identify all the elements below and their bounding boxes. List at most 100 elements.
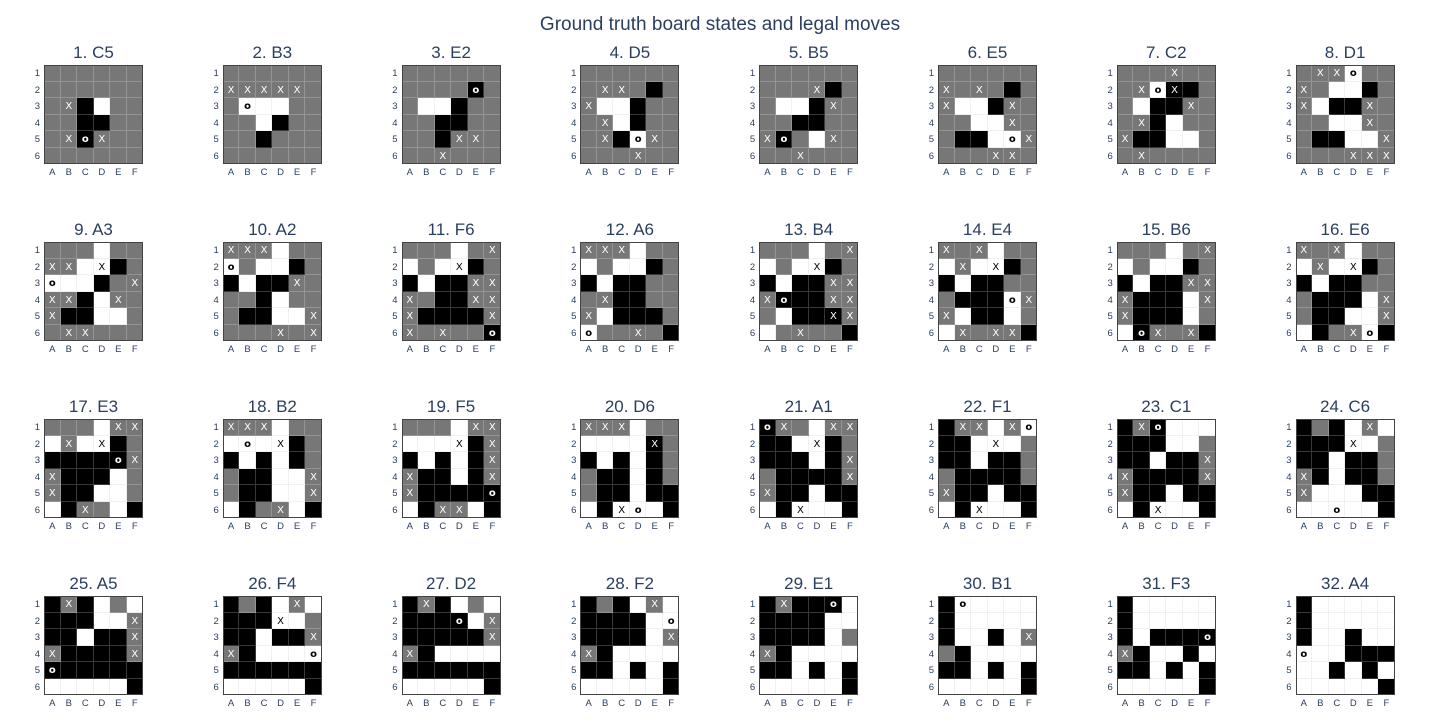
legal-move-mark: X bbox=[618, 422, 626, 433]
board-cell bbox=[1149, 629, 1167, 646]
column-label: A bbox=[406, 167, 414, 178]
row-label: 2 bbox=[571, 261, 577, 273]
column-label: C bbox=[618, 521, 626, 532]
board-cell bbox=[1004, 131, 1021, 148]
legal-move-mark: X bbox=[1154, 327, 1162, 339]
board-cell bbox=[759, 612, 776, 629]
board-cell bbox=[288, 258, 306, 275]
board-cell bbox=[808, 452, 826, 469]
board-frame bbox=[44, 419, 143, 518]
legal-move-mark: X bbox=[1204, 278, 1211, 289]
row-label: 3 bbox=[571, 278, 577, 289]
board-cell bbox=[1182, 419, 1200, 436]
row-label: 4 bbox=[392, 294, 398, 306]
board-cell bbox=[971, 308, 988, 325]
legal-move-mark: X bbox=[310, 471, 317, 483]
board-cell bbox=[272, 645, 289, 662]
row-label: 2 bbox=[34, 615, 40, 627]
board-cell bbox=[451, 662, 468, 679]
board-cell bbox=[255, 452, 273, 469]
board-cell bbox=[938, 65, 955, 82]
board-cell bbox=[1149, 468, 1167, 485]
board-cell bbox=[1149, 98, 1167, 115]
board-cell bbox=[1361, 242, 1379, 259]
board-cell bbox=[1312, 419, 1329, 436]
board-cell bbox=[938, 98, 955, 115]
board-cell bbox=[808, 662, 826, 679]
board-cell bbox=[580, 131, 597, 148]
board-cell bbox=[971, 65, 988, 82]
board-frame bbox=[1116, 596, 1216, 695]
column-label: F bbox=[1204, 698, 1211, 709]
board-cell bbox=[954, 419, 971, 436]
board-cell bbox=[646, 596, 663, 613]
legal-move-mark: X bbox=[227, 245, 235, 256]
legal-move-mark: X bbox=[310, 632, 317, 643]
board-cell bbox=[222, 645, 240, 662]
board-cell bbox=[1149, 308, 1167, 325]
board-cell bbox=[288, 612, 306, 629]
board-cell bbox=[255, 65, 273, 82]
last-move-mark: o bbox=[1154, 84, 1162, 96]
last-move-mark: o bbox=[585, 327, 593, 339]
board-cell bbox=[222, 291, 240, 308]
board-cell bbox=[613, 596, 630, 613]
board-cell bbox=[451, 308, 468, 325]
board-cell bbox=[255, 662, 273, 679]
board-cell bbox=[792, 485, 809, 502]
board-cell bbox=[288, 65, 306, 82]
board-cell bbox=[1166, 65, 1183, 82]
board-cell bbox=[44, 98, 61, 115]
column-label: A bbox=[585, 521, 592, 532]
legal-move-mark: X bbox=[310, 488, 317, 499]
board-cell bbox=[971, 114, 988, 131]
board-cell bbox=[239, 291, 256, 308]
board-cell bbox=[775, 485, 793, 502]
board-cell bbox=[646, 65, 663, 82]
column-label: E bbox=[1187, 167, 1195, 178]
board-cell bbox=[1345, 98, 1362, 115]
board-cell bbox=[938, 629, 955, 646]
board-title: 25. A5 bbox=[69, 574, 118, 593]
board-cell bbox=[954, 65, 971, 82]
board-cell bbox=[580, 258, 597, 275]
board-cell bbox=[93, 612, 110, 629]
board-cell bbox=[1166, 308, 1183, 325]
board-cell bbox=[401, 645, 419, 662]
column-label: A bbox=[585, 698, 592, 709]
column-label: C bbox=[618, 698, 626, 709]
column-label: C bbox=[618, 344, 626, 355]
board-cell bbox=[1295, 452, 1313, 469]
row-label: 4 bbox=[34, 648, 40, 660]
board-cell bbox=[1328, 291, 1346, 308]
board-cell bbox=[825, 258, 842, 275]
board-cell bbox=[467, 596, 485, 613]
board-cell bbox=[77, 308, 94, 325]
board-cell bbox=[775, 645, 793, 662]
column-label: A bbox=[764, 344, 771, 355]
board-cell bbox=[401, 242, 419, 259]
board-cell bbox=[418, 291, 435, 308]
board-frame bbox=[222, 419, 322, 518]
legal-move-mark: X bbox=[975, 84, 983, 96]
column-label: C bbox=[260, 167, 268, 178]
legal-move-mark: X bbox=[1121, 294, 1129, 306]
row-label: 6 bbox=[928, 504, 934, 516]
board-cell bbox=[239, 275, 256, 292]
board-cell bbox=[1182, 131, 1200, 148]
board-cell bbox=[596, 468, 614, 485]
legal-move-mark: X bbox=[81, 504, 89, 516]
row-label: 3 bbox=[749, 455, 756, 466]
board-frame bbox=[1295, 242, 1395, 341]
board-cell bbox=[451, 645, 468, 662]
board-cell bbox=[629, 612, 647, 629]
column-label: F bbox=[1025, 521, 1032, 532]
board-cell bbox=[759, 468, 776, 485]
board-cell bbox=[1295, 596, 1313, 613]
board-cell bbox=[77, 419, 94, 436]
column-label: B bbox=[959, 344, 966, 355]
board-cell bbox=[954, 275, 971, 292]
column-label: A bbox=[764, 521, 771, 532]
board-cell bbox=[759, 291, 776, 308]
legal-move-mark: X bbox=[1382, 311, 1390, 322]
